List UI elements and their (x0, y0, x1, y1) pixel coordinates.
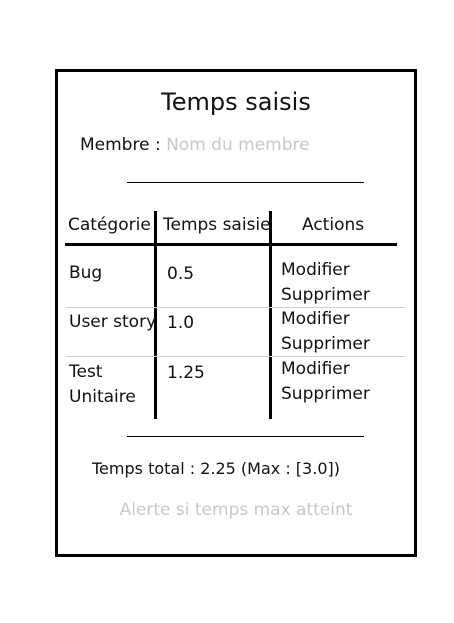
divider-top (127, 182, 364, 183)
row-3-modify-link[interactable]: Modifier (281, 359, 350, 379)
row-2-time: 1.0 (167, 313, 195, 333)
row-1-category: Bug (69, 263, 103, 283)
row-2-modify-link[interactable]: Modifier (281, 309, 350, 329)
row-separator-2 (66, 356, 405, 357)
row-2-category: User story (69, 312, 157, 332)
header-actions: Actions (302, 215, 365, 235)
row-1-delete-link[interactable]: Supprimer (281, 285, 370, 305)
row-1-time: 0.5 (167, 264, 195, 284)
row-2-delete-link[interactable]: Supprimer (281, 334, 370, 354)
row-3-category-line-1: Test (69, 362, 103, 382)
page-title: Temps saisis (161, 88, 311, 116)
header-time: Temps saisie (163, 215, 271, 235)
header-underline (65, 243, 397, 246)
divider-bottom (127, 436, 364, 437)
time-entries-panel: Temps saisis Membre : Nom du membre Caté… (55, 69, 417, 557)
row-3-category-line-2: Unitaire (69, 387, 136, 407)
column-divider-1 (154, 211, 157, 419)
total-time: Temps total : 2.25 (Max : [3.0]) (92, 459, 340, 478)
header-category: Catégorie (68, 215, 151, 235)
member-row: Membre : Nom du membre (80, 135, 310, 155)
row-separator-1 (66, 307, 405, 308)
member-name-field[interactable]: Nom du membre (166, 135, 310, 155)
max-time-alert: Alerte si temps max atteint (119, 500, 353, 520)
row-3-time: 1.25 (167, 363, 205, 383)
column-divider-2 (269, 211, 272, 419)
row-3-delete-link[interactable]: Supprimer (281, 384, 370, 404)
member-label: Membre : (80, 135, 161, 155)
row-1-modify-link[interactable]: Modifier (281, 260, 350, 280)
